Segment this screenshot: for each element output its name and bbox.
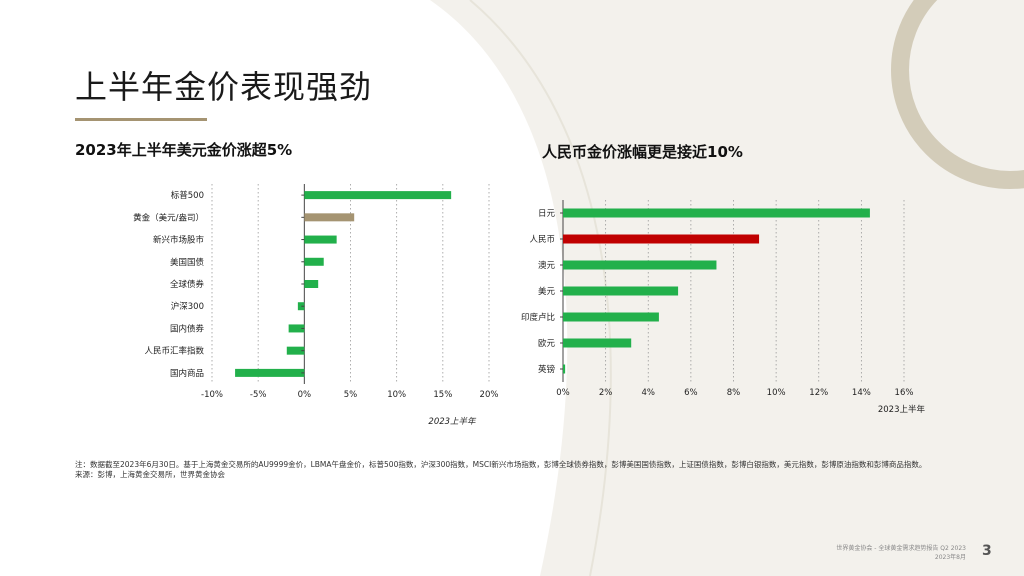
category-label: 沪深300 — [171, 301, 204, 312]
page-number: 3 — [982, 543, 992, 559]
note-text: 注：数据截至2023年6月30日。基于上海黄金交易所的AU9999金价，LBMA… — [75, 460, 927, 469]
x-tick-label: 14% — [852, 388, 871, 398]
bar — [563, 312, 659, 322]
bar — [563, 286, 679, 296]
bar — [563, 234, 760, 244]
bar — [563, 260, 717, 270]
bar — [563, 208, 870, 218]
bar — [288, 324, 305, 333]
bar — [297, 302, 305, 311]
bar — [563, 364, 566, 374]
bar — [304, 280, 319, 288]
category-label: 美元 — [538, 286, 556, 297]
x-tick-label: 10% — [767, 388, 786, 398]
x-tick-label: 10% — [387, 390, 406, 400]
category-label: 欧元 — [538, 338, 556, 349]
category-label: 英镑 — [538, 364, 556, 375]
x-tick-label: 6% — [684, 388, 698, 398]
x-axis-title: 2023上半年 — [878, 404, 926, 415]
category-label: 印度卢比 — [521, 312, 555, 323]
bg-ring — [891, 0, 1024, 189]
x-tick-label: -10% — [201, 390, 223, 400]
notes-block: 注：数据截至2023年6月30日。基于上海黄金交易所的AU9999金价，LBMA… — [75, 460, 1005, 480]
x-tick-label: 0% — [556, 388, 570, 398]
bar — [304, 191, 452, 200]
x-tick-label: 20% — [480, 390, 499, 400]
category-label: 标普500 — [171, 190, 204, 201]
x-tick-label: 5% — [344, 390, 358, 400]
category-label: 人民币 — [529, 235, 555, 245]
category-label: 澳元 — [538, 260, 556, 271]
x-tick-label: 15% — [433, 390, 452, 400]
x-tick-label: -5% — [250, 390, 267, 400]
footer: 世界黄金协会 - 全球黄金需求趋势报告 Q2 2023 2023年8月 — [836, 544, 966, 562]
category-label: 人民币汇率指数 — [144, 346, 204, 357]
footer-date: 2023年8月 — [934, 554, 966, 561]
x-tick-label: 8% — [727, 388, 741, 398]
x-axis-title: 2023上半年 — [428, 416, 477, 427]
bar — [304, 235, 337, 244]
bar — [304, 213, 355, 222]
x-tick-label: 0% — [298, 390, 312, 400]
category-label: 美国国债 — [170, 257, 205, 268]
bar — [563, 338, 632, 348]
category-label: 全球债券 — [170, 279, 205, 290]
source-text: 来源：彭博，上海黄金交易所，世界黄金协会 — [75, 470, 225, 479]
bg-arc-inner — [469, 0, 612, 576]
x-tick-label: 2% — [599, 388, 613, 398]
x-tick-label: 4% — [642, 388, 656, 398]
footer-report-name: 世界黄金协会 - 全球黄金需求趋势报告 Q2 2023 — [836, 545, 966, 552]
page-title: 上半年金价表现强劲 — [75, 68, 373, 106]
category-label: 黄金（美元/盎司） — [133, 212, 204, 223]
bar — [286, 346, 305, 355]
left-chart-subtitle: 2023年上半年美元金价涨超5% — [75, 141, 293, 159]
category-label: 国内商品 — [170, 368, 204, 379]
bg-arc-large — [430, 0, 1024, 576]
bar — [235, 368, 305, 377]
category-label: 日元 — [538, 209, 556, 219]
bar — [304, 257, 324, 266]
title-underline — [75, 118, 207, 121]
x-tick-label: 12% — [809, 388, 828, 398]
x-tick-label: 16% — [895, 388, 914, 398]
category-label: 新兴市场股市 — [153, 235, 205, 246]
category-label: 国内债券 — [170, 323, 205, 334]
right-chart-subtitle: 人民币金价涨幅更是接近10% — [542, 143, 743, 161]
